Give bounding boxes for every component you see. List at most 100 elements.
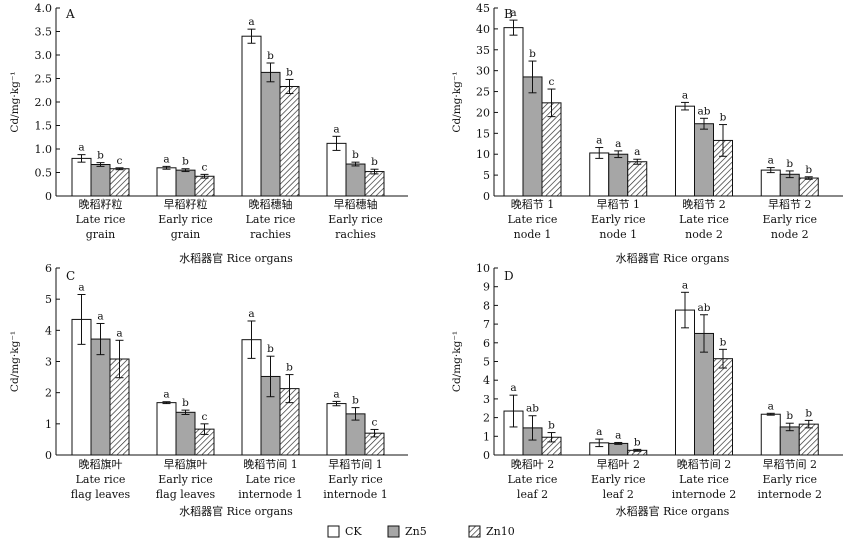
significance-letter: a — [682, 89, 688, 101]
x-category-label: internode 2 — [672, 488, 737, 501]
panel-label: B — [504, 7, 513, 21]
x-category-label: rachies — [335, 228, 376, 241]
significance-letter: b — [286, 362, 293, 374]
y-tick-label: 30 — [476, 65, 490, 78]
x-category-label: 早稻节 2 — [768, 198, 812, 211]
x-axis-label: 水稻器官 Rice organs — [179, 504, 293, 518]
significance-letter: b — [352, 149, 359, 161]
legend-swatch-ck — [327, 525, 340, 538]
bar-zn5 — [694, 123, 714, 197]
x-axis-label: 水稻器官 Rice organs — [179, 251, 293, 265]
bar-zn10 — [713, 358, 733, 456]
significance-letter: c — [372, 416, 378, 428]
legend-swatch-zn10 — [468, 525, 481, 538]
legend-label-ck: CK — [345, 525, 362, 538]
bar-zn10 — [627, 161, 648, 197]
y-tick-label: 40 — [476, 23, 490, 36]
significance-letter: a — [248, 308, 254, 320]
panel-label: D — [504, 269, 514, 283]
x-category-label: 晚稻籽粒 — [79, 197, 123, 211]
x-category-label: flag leaves — [156, 488, 216, 501]
x-category-label: node 1 — [514, 228, 552, 241]
x-category-label: 早稻节间 2 — [763, 458, 818, 471]
y-tick-label: 6 — [45, 262, 52, 275]
significance-letter: c — [202, 161, 208, 173]
y-tick-label: 45 — [476, 2, 490, 15]
y-tick-label: 10 — [476, 262, 490, 275]
bar-ck — [675, 105, 695, 197]
y-tick-label: 0 — [483, 449, 490, 462]
y-tick-label: 2 — [45, 387, 52, 400]
y-tick-label: 1 — [45, 418, 52, 431]
y-tick-label: 0 — [45, 190, 52, 203]
bar-ck — [326, 142, 347, 197]
y-tick-label: 0 — [483, 190, 490, 203]
y-tick-label: 4 — [45, 324, 52, 337]
y-tick-label: 1.0 — [35, 143, 53, 156]
y-axis-label: Cd/mg·kg⁻¹ — [451, 331, 463, 392]
y-axis-label: Cd/mg·kg⁻¹ — [451, 71, 463, 132]
x-category-label: Late rice — [246, 473, 296, 486]
x-category-label: Late rice — [76, 213, 126, 226]
significance-letter: c — [202, 411, 208, 423]
y-tick-label: 9 — [483, 281, 490, 294]
x-category-label: 晚稻穗轴 — [249, 197, 293, 211]
significance-letter: b — [97, 150, 104, 162]
significance-letter: a — [116, 327, 122, 339]
significance-letter: b — [634, 436, 641, 448]
significance-letter: b — [371, 156, 378, 168]
x-category-label: internode 1 — [323, 488, 388, 501]
bar-zn5 — [175, 411, 196, 456]
significance-letter: ab — [526, 403, 539, 415]
significance-letter: b — [786, 410, 793, 422]
x-category-label: Early rice — [158, 213, 213, 226]
y-tick-label: 2.0 — [35, 96, 53, 109]
x-category-label: leaf 2 — [517, 488, 548, 501]
x-category-label: 晚稻节间 2 — [677, 458, 732, 471]
y-tick-label: 3 — [483, 393, 490, 406]
bar-zn10 — [279, 85, 300, 197]
y-tick-label: 20 — [476, 106, 490, 119]
x-category-label: internode 2 — [757, 488, 822, 501]
bar-zn10 — [798, 177, 819, 197]
x-category-label: grain — [86, 228, 115, 241]
significance-letter: a — [97, 310, 103, 322]
x-category-label: node 1 — [599, 228, 637, 241]
y-tick-label: 0.5 — [35, 167, 53, 180]
significance-letter: b — [182, 156, 189, 168]
x-category-label: Late rice — [508, 213, 558, 226]
x-category-label: 晚稻旗叶 — [79, 457, 123, 471]
significance-letter: b — [786, 158, 793, 170]
bar-zn10 — [798, 423, 819, 456]
x-category-label: Late rice — [76, 473, 126, 486]
bar-zn5 — [608, 442, 629, 456]
bar-ck — [675, 309, 695, 456]
y-tick-label: 1.5 — [35, 120, 53, 133]
significance-letter: a — [682, 279, 688, 291]
significance-letter: a — [596, 135, 602, 147]
panel-label: A — [65, 7, 75, 21]
significance-letter: b — [720, 336, 727, 348]
y-tick-label: 8 — [483, 299, 490, 312]
significance-letter: a — [615, 138, 621, 150]
significance-letter: a — [78, 281, 84, 293]
y-axis-label: Cd/mg·kg⁻¹ — [9, 71, 21, 132]
significance-letter: c — [117, 155, 123, 167]
y-tick-label: 3.0 — [35, 49, 53, 62]
significance-letter: b — [182, 397, 189, 409]
x-category-label: Early rice — [762, 213, 817, 226]
legend: CK Zn5 Zn10 — [327, 525, 515, 538]
x-category-label: 早稻籽粒 — [164, 197, 208, 211]
significance-letter: a — [768, 400, 774, 412]
significance-letter: a — [596, 426, 602, 438]
significance-letter: ab — [698, 302, 711, 314]
bar-ck — [156, 402, 177, 456]
bar-zn10 — [109, 168, 130, 197]
bar-ck — [71, 157, 92, 197]
x-category-label: Early rice — [591, 473, 646, 486]
y-tick-label: 25 — [476, 86, 490, 99]
x-category-label: Early rice — [762, 473, 817, 486]
